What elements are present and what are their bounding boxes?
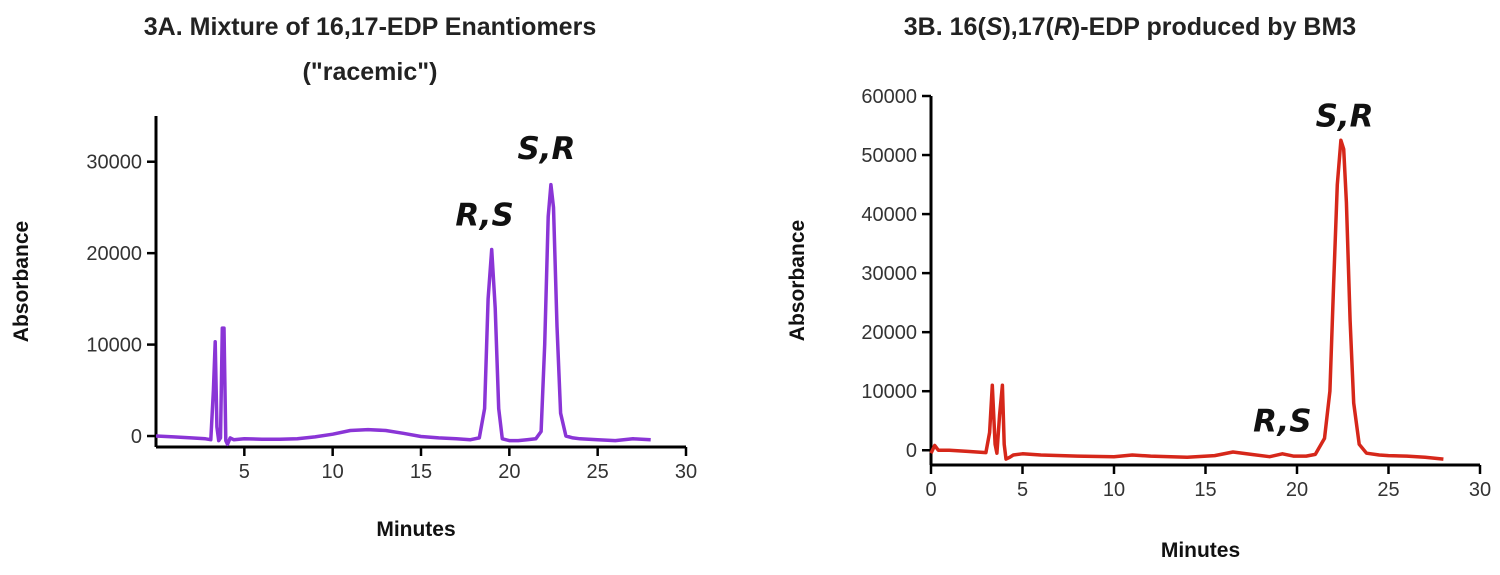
x-axis-title: Minutes <box>376 518 455 541</box>
x-axis-title: Minutes <box>1161 539 1240 562</box>
y-axis-title: Absorbance <box>10 221 33 342</box>
chart-3a-svg: 0 10000 20000 30000 5 10 15 20 25 30 Minutes Absorb… <box>10 116 697 541</box>
y-tick-label: 10000 <box>861 381 917 403</box>
y-tick-label: 20000 <box>861 322 917 344</box>
peak-label: S,R <box>517 131 575 167</box>
chart-title: 3B. 16(S),17(R)-EDP produced by BM3 <box>760 10 1500 44</box>
y-tick-label: 30000 <box>86 152 142 174</box>
title-part: 3B. 16( <box>903 13 986 41</box>
x-tick-label: 20 <box>498 461 520 483</box>
chart-3b-svg: 0 10000 20000 30000 40000 50000 60000 0 5 10 15 20 2… <box>786 86 1491 562</box>
chromatogram-line <box>155 182 651 447</box>
chart-panel-3a: 3A. Mixture of 16,17-EDP Enantiomers ("r… <box>0 0 740 575</box>
peak-label: S,R <box>1316 99 1374 135</box>
chart-title: 3A. Mixture of 16,17-EDP Enantiomers <box>143 13 597 41</box>
x-tick-label: 25 <box>587 461 609 483</box>
chromatogram-line <box>929 138 1444 461</box>
x-tick-label: 5 <box>239 461 250 483</box>
chart-subtitle: ("racemic") <box>302 58 438 86</box>
peak-label: R,S <box>1253 403 1312 439</box>
x-tick-label: 30 <box>1469 479 1491 501</box>
chart-panel-3b: 3B. 16(S),17(R)-EDP produced by BM3 0 100… <box>760 0 1500 575</box>
y-axis-title: Absorbance <box>786 220 809 341</box>
x-tick-label: 30 <box>675 461 697 483</box>
x-tick-label: 0 <box>925 479 936 501</box>
title-part-italic: S <box>985 13 1003 41</box>
x-tick-label: 15 <box>410 461 432 483</box>
x-tick-label: 20 <box>1286 479 1308 501</box>
x-tick-label: 10 <box>322 461 344 483</box>
peak-label: R,S <box>455 198 514 234</box>
y-tick-label: 0 <box>906 440 917 462</box>
title-part: )-EDP produced by BM3 <box>1071 13 1357 41</box>
y-tick-label: 0 <box>131 426 142 448</box>
y-tick-label: 10000 <box>86 335 142 357</box>
y-tick-label: 50000 <box>861 145 917 167</box>
title-part-italic: R <box>1053 13 1072 41</box>
y-tick-label: 60000 <box>861 86 917 108</box>
title-part: ),17( <box>1002 13 1054 41</box>
x-tick-label: 10 <box>1103 479 1125 501</box>
y-tick-label: 40000 <box>861 204 917 226</box>
x-tick-label: 25 <box>1377 479 1399 501</box>
y-tick-label: 20000 <box>86 243 142 265</box>
x-tick-label: 15 <box>1194 479 1216 501</box>
y-tick-label: 30000 <box>861 263 917 285</box>
x-tick-label: 5 <box>1017 479 1028 501</box>
